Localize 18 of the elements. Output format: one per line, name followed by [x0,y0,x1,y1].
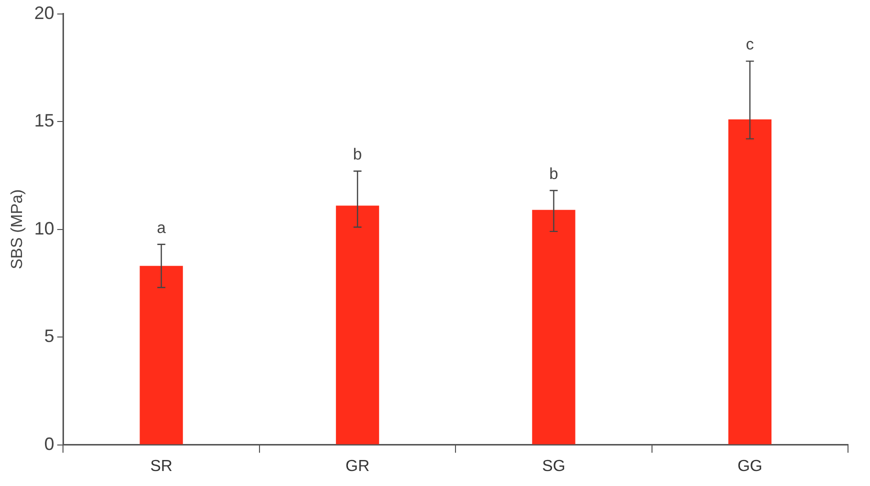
y-axis-title: SBS (MPa) [9,189,26,270]
y-tick-label: 0 [44,434,54,454]
annotation: b [353,146,362,164]
bar [336,206,380,444]
y-tick-label: 5 [44,326,54,346]
bar [532,210,576,444]
annotation: a [156,220,166,237]
x-tick-label: GR [346,458,370,475]
x-tick-label: SR [150,458,172,475]
annotation: b [549,166,558,183]
x-tick-label: GG [737,458,762,475]
annotation: c [746,36,754,54]
y-tick-label: 10 [34,218,54,238]
bar [728,119,772,444]
x-tick-label: SG [542,458,566,475]
bar [140,266,183,444]
y-tick-label: 15 [34,110,54,131]
y-tick-label: 20 [34,2,54,23]
